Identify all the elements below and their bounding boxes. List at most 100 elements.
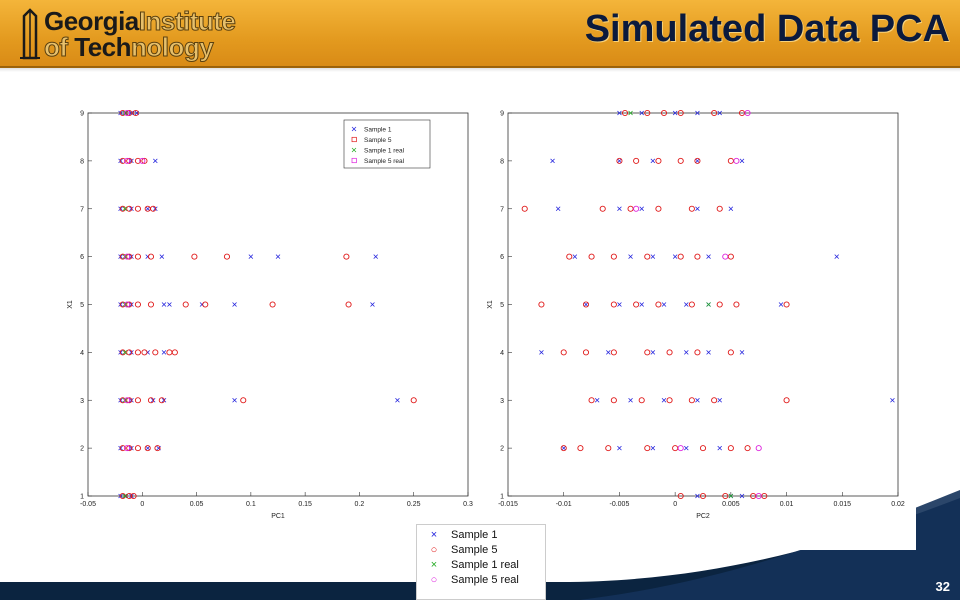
x-marker-icon: × (430, 529, 438, 541)
circle-marker-point (616, 157, 623, 164)
circle-marker-point (722, 253, 729, 260)
circle-marker-point (711, 397, 718, 404)
x-marker-point (890, 397, 895, 403)
circle-marker-point (677, 109, 684, 117)
circle-marker-point (521, 205, 528, 212)
legend-entry-sample-5: ○ Sample 5 (423, 544, 498, 558)
circle-marker-point (727, 445, 734, 452)
x-marker-point (717, 445, 722, 451)
circle-marker-point (134, 205, 141, 212)
circle-marker-point (130, 492, 137, 500)
chart-legend-label: Sample 5 real (364, 158, 405, 165)
circle-marker-point (694, 157, 701, 164)
circle-marker-icon: ○ (430, 544, 438, 556)
y-tick-label: 4 (80, 350, 84, 357)
y-tick-label: 2 (500, 446, 504, 453)
circle-marker-point (134, 157, 141, 164)
x-marker-point (650, 350, 656, 355)
logo-text-of: of (43, 32, 75, 63)
x-marker-point (232, 397, 237, 403)
circle-marker-point (154, 445, 161, 452)
x-marker-point (695, 397, 700, 403)
chart-legend-frame (343, 119, 431, 169)
pc1-scatter-chart: -0.05 0 0.05 0.1 0.15 0.2 0.25 0.3 1 2 3 4 5 6 7 8 9 PC1 X… (67, 109, 473, 520)
logo-text-institute: Institute (138, 6, 236, 37)
y-tick-label: 3 (80, 398, 84, 405)
chart-legend-label: Sample 5 (364, 137, 392, 144)
x-marker-point (583, 302, 589, 307)
circle-marker-point (566, 253, 573, 260)
circle-marker-point (119, 445, 126, 452)
circle-marker-point (126, 492, 133, 500)
x-tick-label: 0.01 (780, 501, 794, 508)
legend-circle-marker (351, 157, 357, 164)
x-marker-point (778, 302, 784, 307)
circle-marker-point (191, 253, 198, 260)
circle-marker-point (144, 445, 151, 452)
circle-marker-point (134, 301, 141, 308)
x-tick-label: 0.25 (407, 501, 421, 508)
chart-legend-label: Sample 1 real (364, 148, 405, 155)
circle-marker-point (134, 349, 141, 356)
legend-label: Sample 1 (451, 529, 498, 541)
circle-marker-point (677, 445, 684, 452)
circle-marker-point (150, 205, 157, 212)
circle-marker-point (119, 157, 126, 164)
circle-marker-point (699, 445, 707, 452)
x-marker-point (650, 445, 656, 451)
x-marker-point (122, 493, 128, 499)
circle-marker-point (124, 157, 131, 164)
x-marker-point (672, 254, 678, 259)
legend-entry-sample-1-real: × Sample 1 real (423, 559, 519, 573)
circle-marker-point (733, 301, 740, 308)
circle-marker-point (124, 301, 131, 308)
circle-marker-point (783, 397, 790, 404)
circle-marker-point (744, 109, 751, 117)
x-marker-point (661, 397, 667, 403)
circle-marker-point (716, 205, 723, 212)
x-marker-point (684, 350, 689, 355)
x-tick-label: 0.02 (891, 501, 905, 508)
y-tick-label: 8 (80, 158, 84, 165)
circle-marker-point (240, 397, 247, 404)
y-tick-label: 9 (500, 111, 504, 118)
x-axis-label: PC1 (271, 513, 285, 520)
circle-marker-point (666, 397, 673, 404)
x-marker-point (695, 110, 700, 116)
circle-marker-point (141, 349, 148, 356)
logo-text-nology: nology (131, 32, 215, 63)
circle-marker-point (126, 445, 133, 452)
circle-marker-point (666, 349, 673, 356)
circle-marker-point (345, 301, 352, 308)
x-marker-point (728, 206, 734, 212)
y-tick-label: 3 (500, 398, 504, 405)
header-shadow (0, 66, 960, 72)
pc2-scatter-chart: -0.015 -0.01 -0.005 0 0.005 0.01 0.015 0.02 1 2 3 4… (487, 109, 905, 520)
circle-marker-point (610, 253, 617, 260)
x-marker-point (739, 493, 745, 499)
x-marker-icon: × (430, 559, 438, 571)
circle-marker-point (677, 253, 684, 260)
x-marker-point (594, 397, 600, 403)
circle-marker-icon: ○ (430, 574, 438, 586)
circle-marker-point (126, 157, 133, 164)
y-tick-label: 6 (80, 254, 84, 261)
georgia-tech-logo: GeorgiaInstitute of Technology (18, 4, 278, 63)
circle-marker-point (605, 445, 612, 452)
circle-marker-point (582, 301, 590, 308)
x-axis-label: PC2 (696, 513, 710, 520)
x-marker-point (145, 206, 150, 212)
y-tick-label: 1 (500, 494, 504, 501)
circle-marker-point (716, 301, 723, 308)
x-marker-point (695, 206, 700, 212)
x-marker-point (555, 206, 561, 212)
circle-marker-point (126, 109, 133, 117)
circle-marker-point (147, 397, 155, 404)
y-tick-label: 8 (500, 158, 504, 165)
x-marker-point (706, 254, 711, 259)
slide-title: Simulated Data PCA (584, 8, 950, 50)
y-tick-label: 7 (500, 206, 504, 213)
x-marker-point (145, 445, 150, 451)
legend-circle-marker (351, 136, 357, 143)
circle-marker-point (699, 492, 707, 500)
